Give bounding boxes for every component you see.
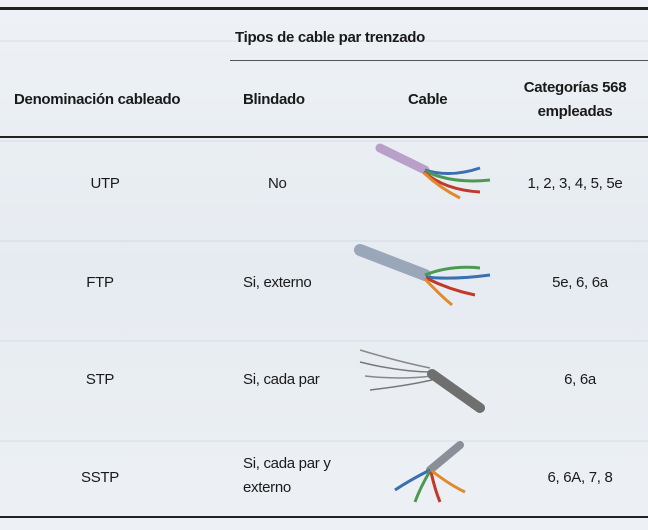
background xyxy=(0,340,648,342)
cell: 6, 6A, 7, 8 xyxy=(547,469,613,486)
column-header: Cable xyxy=(408,91,448,108)
cell: 1, 2, 3, 4, 5, 5e xyxy=(527,175,623,192)
column-header: Categorías 568 empleadas xyxy=(523,79,627,120)
cell: FTP xyxy=(86,274,114,291)
cell: UTP xyxy=(90,175,120,192)
title-rule xyxy=(230,60,648,61)
sstp-cable xyxy=(394,441,466,503)
column-header: Blindado xyxy=(243,91,305,108)
cell: Si, cada par xyxy=(243,371,320,388)
cell: Si, externo xyxy=(243,274,312,291)
cell: 5e, 6, 6a xyxy=(552,274,608,291)
cell: Si, cada par y externo xyxy=(243,455,331,496)
bottom-rule xyxy=(0,516,648,518)
background xyxy=(0,240,648,242)
cell: STP xyxy=(85,371,115,388)
cell: No xyxy=(268,175,287,192)
cell: 6, 6a xyxy=(564,371,596,388)
stp-cable xyxy=(359,349,485,413)
cell: SSTP xyxy=(81,469,119,486)
background xyxy=(0,140,648,142)
top-rule xyxy=(0,7,648,10)
header-rule xyxy=(0,136,648,138)
table-title: Tipos de cable par trenzado xyxy=(234,29,425,46)
utp-cable xyxy=(375,143,491,200)
background xyxy=(0,40,648,42)
ftp-cable xyxy=(354,244,491,307)
cable-illustrations xyxy=(354,143,491,503)
background xyxy=(0,440,648,442)
column-header: Denominación cableado xyxy=(14,91,181,108)
